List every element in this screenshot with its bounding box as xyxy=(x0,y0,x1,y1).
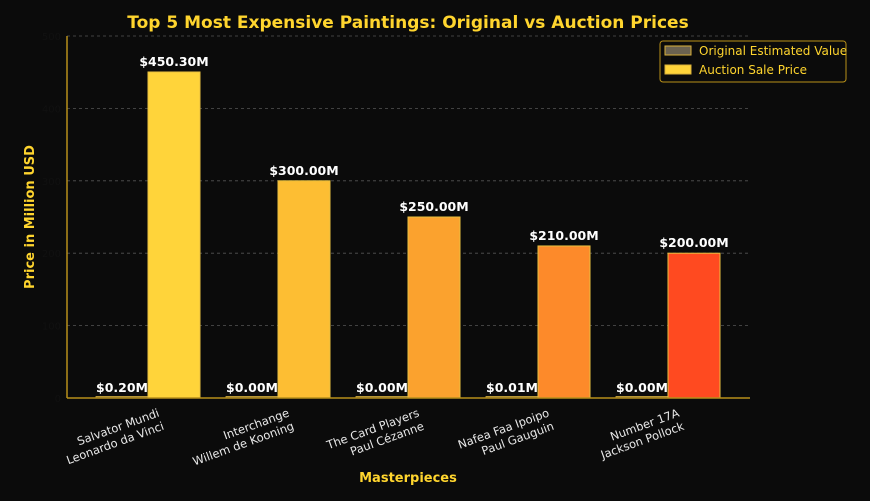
chart-title: Top 5 Most Expensive Paintings: Original… xyxy=(127,13,688,33)
data-label-auction: $200.00M xyxy=(659,235,728,250)
legend: Original Estimated Value Auction Sale Pr… xyxy=(659,40,847,83)
bar-auction xyxy=(407,216,461,399)
data-label-original: $0.01M xyxy=(486,380,538,395)
legend-label-original: Original Estimated Value xyxy=(699,44,847,58)
legend-swatch-auction xyxy=(664,64,692,75)
data-label-auction: $300.00M xyxy=(269,163,338,178)
data-label-original: $0.00M xyxy=(616,380,668,395)
bar-auction xyxy=(537,245,591,399)
y-tick-label: 300 xyxy=(42,177,61,188)
legend-swatch-original xyxy=(664,45,692,56)
y-tick-label: 100 xyxy=(42,322,61,333)
data-label-auction: $450.30M xyxy=(139,54,208,69)
data-label-original: $0.00M xyxy=(226,380,278,395)
data-label-auction: $210.00M xyxy=(529,228,598,243)
data-label-original: $0.00M xyxy=(356,380,408,395)
y-tick-label: 500 xyxy=(42,32,61,43)
bar-auction xyxy=(147,71,201,399)
y-tick-label: 400 xyxy=(42,104,61,115)
legend-label-auction: Auction Sale Price xyxy=(699,63,807,77)
y-tick-label: 200 xyxy=(42,249,61,260)
data-label-original: $0.20M xyxy=(96,380,148,395)
y-tick-label: 0 xyxy=(55,394,61,405)
x-axis-label: Masterpieces xyxy=(359,471,457,486)
y-axis-label: Price in Million USD xyxy=(23,145,38,289)
bar-auction xyxy=(667,252,721,399)
data-label-auction: $250.00M xyxy=(399,199,468,214)
bar-auction xyxy=(277,180,331,399)
